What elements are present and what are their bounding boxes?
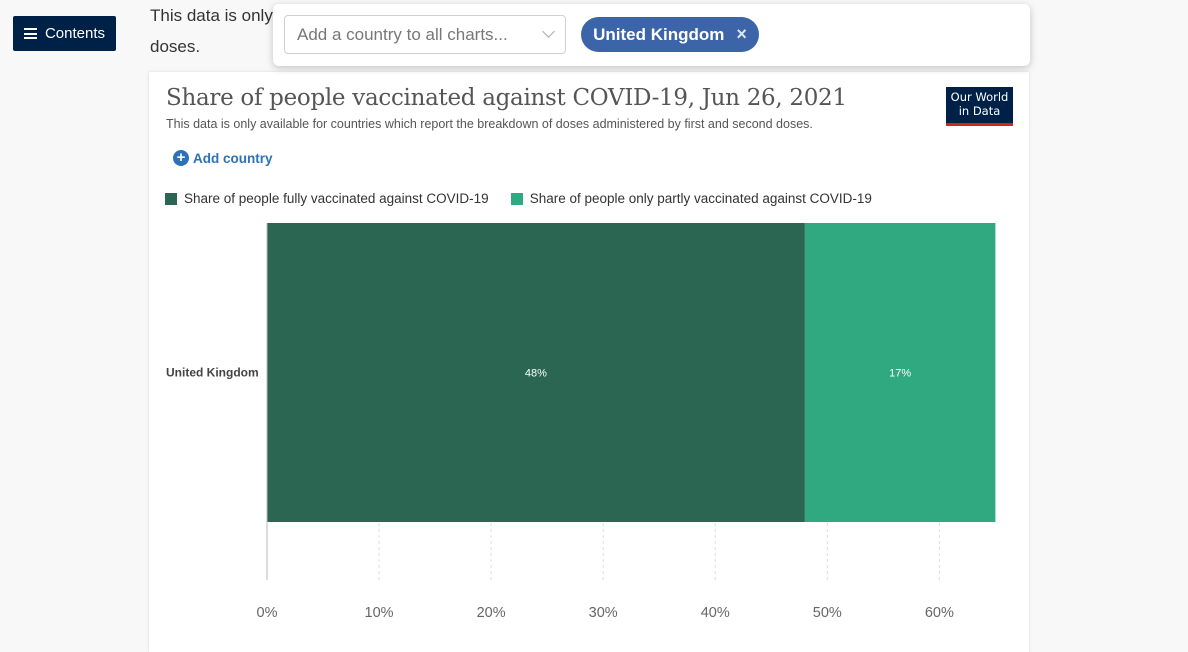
country-select-dropdown[interactable]: Add a country to all charts... [284,15,566,54]
x-tick-label-20: 20% [477,605,506,621]
selected-country-chip[interactable]: United Kingdom × [581,17,759,52]
background-article-text: This data is only doses. [150,0,280,62]
x-tick-label-50: 50% [813,605,842,621]
country-select-placeholder: Add a country to all charts... [297,24,508,44]
selected-country-label: United Kingdom [593,24,725,44]
legend-label-partly: Share of people only partly vaccinated a… [529,191,872,206]
bar-0-0 [267,223,805,522]
legend-item-fully-vaccinated[interactable]: Share of people fully vaccinated against… [165,191,489,206]
owid-logo-line1: Our World [950,90,1009,104]
chart-subtitle: This data is only available for countrie… [166,117,813,131]
add-country-label: Add country [193,150,273,166]
bar-chart: 48% 17% United Kingdom 0% 10% 20% 30% 40% 50% 60% [166,223,996,621]
add-country-button[interactable]: + Add country [173,150,273,166]
background-text-line2: doses. [150,37,201,56]
legend-swatch-partly [510,192,523,205]
x-tick-label-10: 10% [365,605,394,621]
chart-title: Share of people vaccinated against COVID… [166,85,847,111]
background-text-line1: This data is only [150,6,273,25]
bar-label-1-0: 17% [889,368,911,380]
x-tick-label-60: 60% [925,605,954,621]
legend-swatch-fully [165,192,177,205]
chevron-down-icon [542,25,555,38]
legend-label-fully: Share of people fully vaccinated against… [184,191,489,206]
legend-item-partly-vaccinated[interactable]: Share of people only partly vaccinated a… [510,191,872,206]
plus-circle-icon: + [173,150,189,166]
country-selector-bar: Add a country to all charts... United Ki… [273,4,1030,66]
x-tick-label-0: 0% [257,605,278,621]
chart-legend: Share of people fully vaccinated against… [165,191,872,206]
owid-logo-line2: in Data [958,104,1001,118]
contents-label: Contents [44,25,106,42]
remove-country-icon[interactable]: × [736,24,747,44]
contents-button[interactable]: Contents [13,16,116,51]
category-label-0: United Kingdom [166,366,259,380]
chart-card: Share of people vaccinated against COVID… [149,72,1029,652]
owid-logo[interactable]: Our World in Data [946,87,1013,126]
bar-1-0 [804,223,996,522]
hamburger-icon [23,28,37,39]
bar-label-0-0: 48% [525,368,547,380]
x-tick-label-30: 30% [589,605,618,621]
x-tick-label-40: 40% [701,605,730,621]
